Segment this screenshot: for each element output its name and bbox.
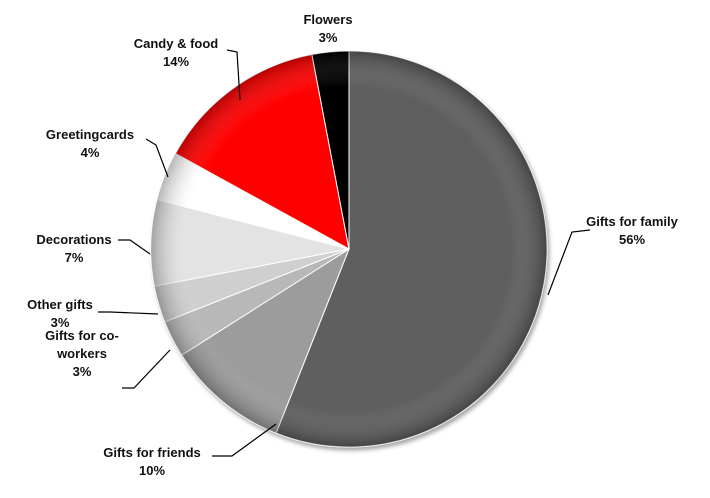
slice-value-label: 14%	[163, 54, 189, 69]
slice-value-label: 4%	[81, 145, 100, 160]
slice-name-label: Other gifts	[27, 297, 93, 312]
leader-line	[226, 49, 241, 101]
slice-name-label: Flowers	[303, 12, 352, 27]
slice-name-label: Gifts for friends	[103, 445, 201, 460]
leader-line	[98, 311, 159, 315]
slice-name-label: Greetingcards	[46, 127, 134, 142]
leader-line	[145, 138, 169, 178]
slice-value-label: 3%	[51, 315, 70, 330]
slice-value-label: 3%	[73, 364, 92, 379]
slice-value-label: 7%	[65, 250, 84, 265]
pie-slices	[150, 50, 548, 448]
slice-name-label: workers	[56, 346, 107, 361]
slice-name-label: Candy & food	[134, 36, 219, 51]
slice-label: Candy & food 14%	[134, 36, 219, 69]
slice-name-label: Gifts for co-	[45, 328, 119, 343]
slice-labels: Gifts for family 56%Gifts for friends 10%G…	[27, 12, 678, 478]
leader-lines	[98, 49, 591, 457]
leader-line	[118, 239, 151, 255]
slice-label: Gifts for co-workers 3%	[45, 328, 119, 379]
slice-value-label: 56%	[619, 232, 645, 247]
slice-value-label: 10%	[139, 463, 165, 478]
slice-name-label: Decorations	[36, 232, 111, 247]
leader-line	[122, 349, 171, 389]
leader-line	[547, 229, 591, 296]
slice-name-label: Gifts for family	[586, 214, 679, 229]
slice-label: Gifts for friends 10%	[103, 445, 201, 478]
slice-label: Gifts for family 56%	[586, 214, 679, 247]
slice-value-label: 3%	[319, 30, 338, 45]
slice-label: Decorations 7%	[36, 232, 111, 265]
slice-label: Flowers 3%	[303, 12, 352, 45]
slice-label: Other gifts 3%	[27, 297, 93, 330]
slice-label: Greetingcards 4%	[46, 127, 134, 160]
leader-line	[212, 423, 277, 457]
